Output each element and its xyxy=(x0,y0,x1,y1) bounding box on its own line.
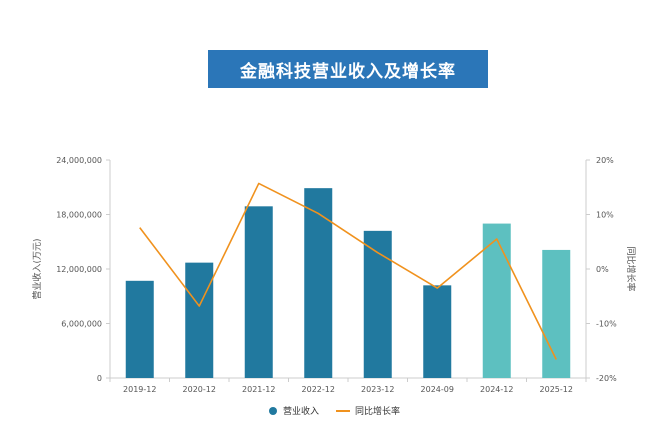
growth-rate-line xyxy=(139,182,557,360)
y2-tick-label: 0% xyxy=(596,265,609,274)
x-tick-label: 2025-12 xyxy=(540,385,573,394)
y2-tick-label: 20% xyxy=(596,156,614,165)
y-tick-label: 6,000,000 xyxy=(61,320,102,329)
y2-tick-label: -10% xyxy=(596,320,617,329)
bar-2025-12 xyxy=(542,249,571,378)
y-tick-label: 12,000,000 xyxy=(56,265,102,274)
y-tick-label: 24,000,000 xyxy=(56,156,102,165)
x-tick-label: 2023-12 xyxy=(361,385,394,394)
chart-title-banner: 金融科技营业收入及增长率 xyxy=(208,50,488,88)
legend-bar-label: 营业收入 xyxy=(283,405,319,417)
bar-2020-12 xyxy=(185,262,214,378)
y2-tick-label: -20% xyxy=(596,374,617,383)
y2-tick-label: 10% xyxy=(596,211,614,220)
legend-line-label: 同比增长率 xyxy=(355,405,400,417)
x-tick-label: 2022-12 xyxy=(302,385,335,394)
x-tick-label: 2021-12 xyxy=(242,385,275,394)
y-tick-label: 18,000,000 xyxy=(56,211,102,220)
bar-2024-12 xyxy=(482,223,511,378)
x-tick-label: 2019-12 xyxy=(123,385,156,394)
y2-axis-title: 同比增长率 xyxy=(625,246,637,291)
y-axis-title: 营业收入(万元) xyxy=(31,238,43,299)
bar-2019-12 xyxy=(125,280,154,378)
x-tick-label: 2024-12 xyxy=(480,385,513,394)
bar-2022-12 xyxy=(304,188,333,378)
bar-2024-09 xyxy=(423,285,452,378)
y-tick-label: 0 xyxy=(97,374,102,383)
bar-2021-12 xyxy=(244,206,273,378)
x-tick-label: 2024-09 xyxy=(421,385,454,394)
bar-2023-12 xyxy=(363,230,392,378)
chart-title: 金融科技营业收入及增长率 xyxy=(240,61,456,82)
x-tick-label: 2020-12 xyxy=(183,385,216,394)
legend-bar-marker xyxy=(269,407,277,415)
